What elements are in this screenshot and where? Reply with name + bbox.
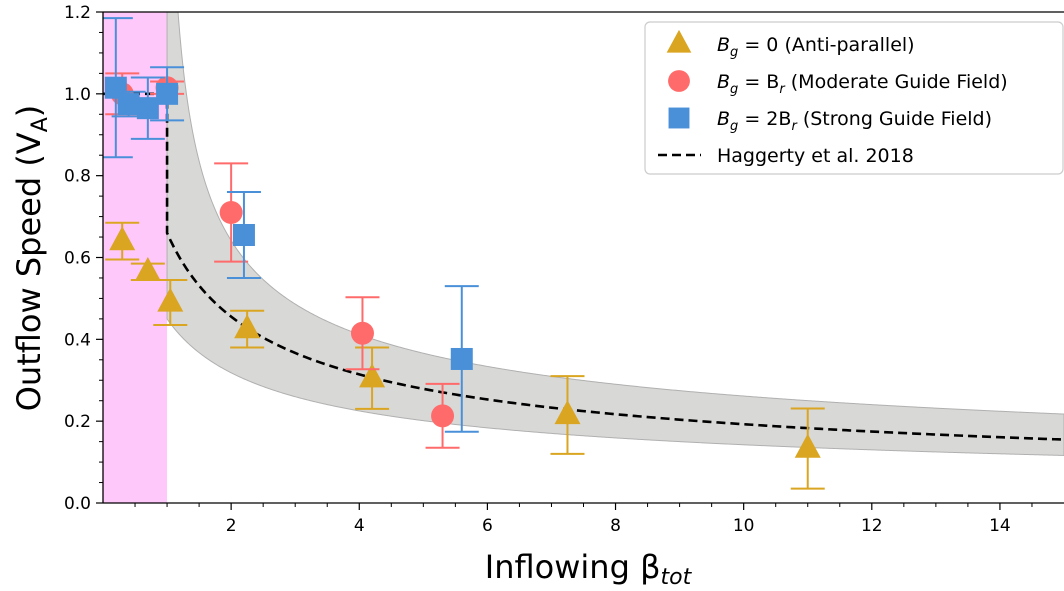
legend-label: Bg = 0 (Anti-parallel) xyxy=(717,34,915,60)
y-tick-label: 0.0 xyxy=(64,494,91,514)
data-point xyxy=(794,433,821,458)
y-axis-title: Outflow Speed (VA) xyxy=(10,105,53,412)
data-point xyxy=(450,347,473,370)
data-point xyxy=(232,223,255,246)
series-square xyxy=(103,17,479,433)
reference-line xyxy=(103,92,1064,441)
legend: Bg = 0 (Anti-parallel) Bg = Br (Moderate … xyxy=(644,21,1064,175)
data-point xyxy=(234,314,261,339)
series-triangle xyxy=(105,221,825,490)
data-point xyxy=(156,82,179,105)
legend-label: Bg = 2Br (Strong Guide Field) xyxy=(717,108,992,134)
legend-label: Bg = Br (Moderate Guide Field) xyxy=(717,71,1008,97)
data-point xyxy=(109,226,136,251)
x-tick-label: 4 xyxy=(354,516,365,536)
data-point xyxy=(136,97,159,120)
data-point xyxy=(554,400,581,425)
data-point xyxy=(359,363,386,388)
legend-marker xyxy=(668,70,690,92)
data-point xyxy=(219,200,243,224)
y-tick-label: 0.4 xyxy=(64,330,91,350)
x-tick-label: 14 xyxy=(989,516,1011,536)
legend-marker xyxy=(666,29,692,53)
x-axis-title: Inflowing βtot xyxy=(485,548,693,586)
axes: 2 4 6 8 10 12 14 0.0 0.2 0.4 0.6 0.8 1.0 1.2 xyxy=(64,3,1064,536)
data-point xyxy=(117,93,140,116)
x-tick-label: 8 xyxy=(610,516,621,536)
data-point xyxy=(134,256,161,281)
y-tick-label: 1.0 xyxy=(64,85,91,105)
legend-label: Haggerty et al. 2018 xyxy=(717,145,914,167)
legend-marker xyxy=(668,107,690,129)
y-tick-label: 1.2 xyxy=(64,3,91,23)
legend-box xyxy=(644,21,1064,175)
data-point xyxy=(157,287,184,312)
y-tick-label: 0.8 xyxy=(64,167,91,187)
x-tick-label: 12 xyxy=(861,516,883,536)
x-tick-label: 2 xyxy=(226,516,237,536)
x-tick-label: 10 xyxy=(733,516,755,536)
x-tick-label: 6 xyxy=(482,516,493,536)
y-tick-label: 0.6 xyxy=(64,249,91,269)
plot-area xyxy=(103,12,1064,503)
data-point xyxy=(350,321,374,345)
y-tick-label: 0.2 xyxy=(64,412,91,432)
data-point xyxy=(431,404,455,428)
